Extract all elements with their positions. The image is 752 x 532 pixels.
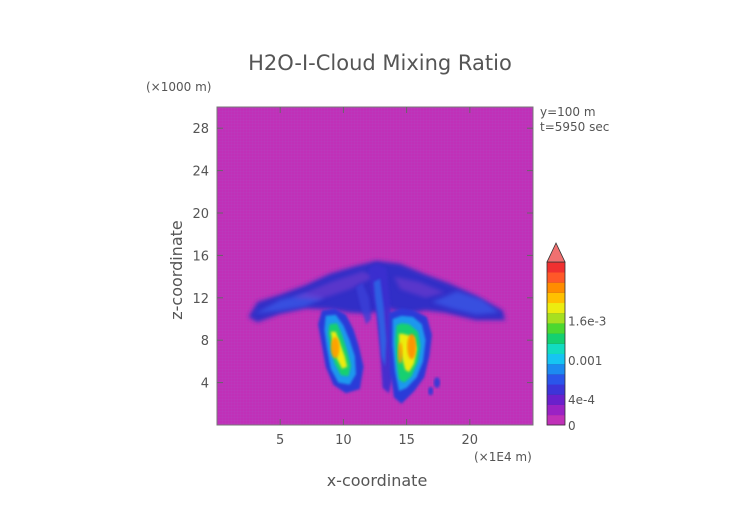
x-units-label: (×1E4 m) [474, 450, 532, 464]
colorbar-tick-label: 1.6e-3 [568, 315, 606, 329]
central-strand [356, 283, 372, 325]
colorbar: 0 4e-4 0.001 1.6e-3 [546, 242, 606, 433]
colorbar-overflow-arrow [546, 242, 566, 263]
colorbar-segment [547, 404, 565, 416]
colorbar-segment [547, 414, 565, 426]
y-tick-label: 24 [192, 165, 209, 180]
chart-title: H2O-I-Cloud Mixing Ratio [248, 51, 512, 75]
y-tick-label: 20 [192, 207, 209, 222]
colorbar-tick-label: 4e-4 [568, 393, 595, 407]
colorbar-segment [547, 374, 565, 385]
colorbar-segment [547, 323, 565, 334]
y-units-label: (×1000 m) [146, 80, 211, 94]
y-tick-label: 16 [192, 249, 209, 264]
colorbar-segment [547, 333, 565, 344]
colorbar-segment [547, 343, 565, 354]
colorbar-segment [547, 292, 565, 304]
colorbar-segment [547, 302, 565, 314]
speck [428, 386, 434, 396]
anvil-purple-left [292, 271, 375, 300]
colorbar-segment [547, 394, 565, 405]
annotation-t: t=5950 sec [540, 120, 609, 134]
colorbar-tick-label: 0 [568, 419, 576, 433]
colorbar-tick-label: 0.001 [568, 354, 602, 368]
y-tick-label: 28 [192, 122, 209, 137]
x-axis: 5 10 15 20 [276, 107, 478, 448]
colorbar-segment [547, 282, 565, 293]
left-core-peak [330, 337, 340, 359]
colorbar-segment [547, 262, 565, 273]
colorbar-segment [547, 312, 565, 324]
x-tick-label: 20 [462, 433, 479, 448]
colorbar-segment [547, 363, 565, 375]
anvil-inner-right [431, 291, 499, 315]
y-tick-label: 4 [201, 377, 209, 392]
anvil-purple-right [394, 276, 445, 298]
y-axis-label: z-coordinate [167, 220, 186, 320]
y-tick-label: 12 [192, 292, 209, 307]
central-column-inner [373, 278, 387, 367]
colorbar-segment [547, 272, 565, 283]
x-tick-label: 15 [398, 433, 415, 448]
colorbar-segment [547, 353, 565, 365]
annotation-y: y=100 m [540, 105, 596, 119]
right-core-peak-2 [397, 342, 403, 364]
x-tick-label: 10 [335, 433, 352, 448]
colorbar-segment [547, 384, 565, 395]
plot-frame [216, 106, 534, 426]
cloud-field [248, 260, 506, 404]
x-tick-label: 5 [276, 433, 284, 448]
x-axis-label: x-coordinate [327, 471, 428, 490]
right-core-peak [407, 333, 417, 360]
speck [433, 377, 441, 388]
y-axis: 4 8 12 16 20 24 28 [192, 122, 533, 392]
y-tick-label: 8 [201, 334, 209, 349]
